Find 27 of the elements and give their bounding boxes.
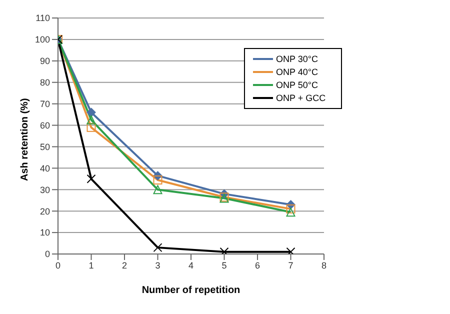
x-tick-label: 2 [122, 260, 128, 270]
y-tick-label: 10 [40, 228, 50, 238]
x-tick-label: 7 [288, 260, 294, 270]
y-tick-label: 70 [40, 99, 50, 110]
y-axis-title: Ash retention (%) [20, 98, 31, 181]
y-tick-label: 90 [40, 56, 50, 66]
x-tick-label: 4 [188, 260, 194, 270]
x-tick-label: 1 [88, 260, 94, 270]
legend-label: ONP 50°C [276, 80, 318, 90]
legend-label: ONP 40°C [276, 67, 318, 77]
y-tick-label: 60 [40, 120, 50, 130]
x-axis-title: Number of repetition [142, 285, 240, 296]
y-tick-label: 110 [36, 13, 50, 24]
y-tick-label: 20 [40, 206, 50, 216]
x-tick-label: 3 [155, 260, 160, 270]
y-tick-label: 100 [34, 34, 50, 45]
legend-label: ONP 30°C [276, 54, 318, 64]
x-tick-label: 6 [254, 260, 260, 270]
x-tick-label: 5 [222, 260, 227, 270]
legend-label: ONP + GCC [276, 93, 326, 103]
y-tick-label: 30 [40, 184, 50, 195]
x-tick-label: 8 [321, 260, 327, 270]
y-tick-label: 0 [44, 249, 50, 260]
y-tick-label: 50 [40, 142, 50, 152]
x-tick-label: 0 [55, 260, 61, 270]
y-tick-label: 40 [40, 163, 50, 174]
y-tick-label: 80 [40, 78, 50, 88]
